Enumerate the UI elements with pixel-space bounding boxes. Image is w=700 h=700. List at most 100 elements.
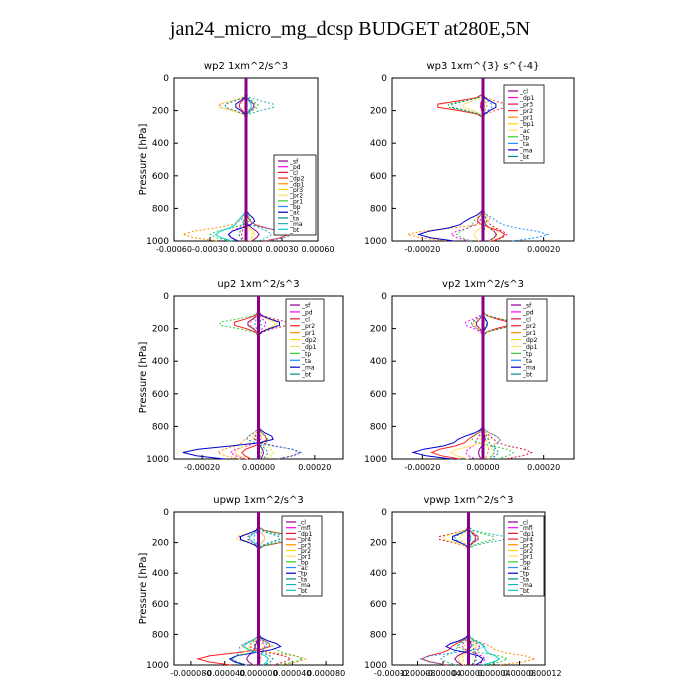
- legend-label: _cl: [519, 520, 528, 527]
- x-tick-label: 0.00020: [527, 245, 560, 254]
- x-tick-label: 0.000080: [307, 669, 345, 678]
- x-tick-label: 0.00020: [298, 463, 331, 472]
- y-tick-label: 600: [152, 172, 169, 182]
- legend-label: _dp2: [522, 337, 538, 344]
- y-tick-label: 600: [370, 172, 387, 182]
- legend-label: _pr1: [519, 554, 533, 561]
- legend-label: _bt: [301, 372, 312, 379]
- x-tick-label: 0.00008: [503, 669, 536, 678]
- legend-label: _mfl: [519, 525, 533, 532]
- legend-label: _ac: [289, 210, 300, 217]
- series-line-tp: [447, 78, 484, 242]
- legend-label: _pd: [301, 309, 313, 316]
- legend-label: _pr1: [519, 115, 533, 122]
- legend-label: _bp: [297, 559, 309, 566]
- x-tick-label: 0.00000: [452, 669, 485, 678]
- x-tick-label: -0.00020: [404, 245, 440, 254]
- legend-label: _pr1: [297, 554, 311, 561]
- legend: _sf_pd_cl_pr2_pr1_dp2_dp1_tp_ta_ma_bt: [285, 298, 325, 382]
- y-tick-label: 200: [370, 325, 387, 335]
- legend-label: _ac: [297, 565, 308, 572]
- y-axis-label: Pressure [hPa]: [138, 342, 149, 414]
- legend-label: _pr1: [289, 198, 303, 205]
- x-tick-label: -0.00008: [400, 669, 436, 678]
- legend-label: _bt: [289, 227, 300, 234]
- x-tick-label: -0.00030: [192, 245, 228, 254]
- legend-label: _bp: [289, 204, 301, 211]
- legend: _cl_mfl_dp1_pr4_pr3_pr2_pr1_bp_ac_tp_ta_…: [281, 515, 323, 597]
- legend-label: _cl: [522, 316, 531, 323]
- legend-label: _bp1: [519, 121, 535, 128]
- x-tick-label: 0.000040: [273, 669, 311, 678]
- y-tick-label: 0: [163, 292, 169, 302]
- panel-title: vpwp 1xm^2/s^3: [423, 495, 513, 506]
- series-line-pr1: [216, 296, 259, 460]
- legend-label: _ma: [519, 582, 533, 589]
- series-line-pr2: [218, 78, 256, 242]
- legend: _sf_pd_cl_dp2_dp1_pr3_pr2_pr1_bp_ac_ta_m…: [273, 154, 317, 236]
- x-tick-label: -0.000040: [204, 669, 245, 678]
- panel-title: vp2 1xm^2/s^3: [442, 279, 524, 290]
- legend-label: _pr1: [522, 330, 536, 337]
- series-line-tp: [228, 512, 282, 666]
- legend-label: _ma: [289, 221, 303, 228]
- legend-label: _pd: [522, 309, 534, 316]
- legend: _cl_mfl_dp1_pr4_pr3_pr2_pr1_bp_ac_tp_ta_…: [503, 515, 545, 597]
- figure-title: jan24_micro_mg_dcsp BUDGET at280E,5N: [169, 18, 531, 40]
- x-tick-label: 0.00000: [466, 245, 499, 254]
- series-line-pr2: [459, 512, 469, 666]
- x-tick-label: -0.000080: [170, 669, 211, 678]
- x-tick-label: 0.00000: [229, 245, 262, 254]
- y-tick-label: 200: [370, 539, 387, 549]
- legend-label: _bt: [522, 372, 533, 379]
- legend-label: _bt: [519, 154, 530, 161]
- legend-label: _dp1: [289, 181, 305, 188]
- chart-panel-4: vp2 1xm^2/s^3 0 200 400 600 800 1000 -0.00020 0.…: [364, 279, 575, 472]
- legend-label: _pr2: [289, 193, 303, 200]
- x-tick-label: 0.00030: [265, 245, 298, 254]
- y-tick-label: 200: [152, 107, 169, 117]
- legend-label: _dp1: [301, 344, 317, 351]
- series-line-pd: [464, 296, 484, 460]
- y-tick-label: 0: [163, 508, 169, 518]
- legend-label: _sf: [301, 303, 311, 310]
- y-tick-label: 800: [152, 204, 169, 214]
- y-tick-label: 200: [370, 107, 387, 117]
- legend-label: _cl: [297, 520, 306, 527]
- legend-label: _ma: [519, 147, 533, 154]
- y-tick-label: 1000: [364, 455, 387, 465]
- legend-label: _pr2: [297, 548, 311, 555]
- y-tick-label: 800: [370, 204, 387, 214]
- legend-label: _tp: [301, 351, 311, 358]
- x-tick-label: 0.000000: [239, 669, 277, 678]
- legend-label: _ac: [519, 565, 530, 572]
- y-tick-label: 200: [152, 325, 169, 335]
- x-tick-label: 0.00012: [528, 669, 561, 678]
- y-tick-label: 1000: [146, 237, 169, 247]
- legend-label: _ta: [297, 576, 307, 583]
- x-tick-label: -0.00060: [156, 245, 192, 254]
- legend-label: _tp: [519, 134, 529, 141]
- y-tick-label: 400: [370, 569, 387, 579]
- x-tick-label: -0.00004: [425, 669, 461, 678]
- legend-label: _ta: [522, 358, 532, 365]
- legend-label: _ta: [289, 215, 299, 222]
- x-tick-label: 0.00060: [301, 245, 334, 254]
- y-tick-label: 1000: [364, 661, 387, 671]
- legend-label: _pr4: [297, 537, 311, 544]
- series-line-ta: [224, 78, 247, 242]
- x-tick-label: -0.00020: [184, 463, 220, 472]
- y-tick-label: 1000: [146, 661, 169, 671]
- y-tick-label: 800: [370, 422, 387, 432]
- y-tick-label: 400: [152, 139, 169, 149]
- legend-label: _pr4: [519, 537, 533, 544]
- x-tick-label: -0.00020: [404, 463, 440, 472]
- legend-label: _tp: [522, 351, 532, 358]
- x-tick-label: 0.00020: [527, 463, 560, 472]
- y-tick-label: 800: [152, 422, 169, 432]
- chart-panel-5: upwp 1xm^2/s^3 0 200 400 600 800 1000-0.000080…: [138, 495, 345, 678]
- y-tick-label: 600: [370, 390, 387, 400]
- legend-label: _ma: [522, 365, 536, 372]
- y-tick-label: 400: [152, 357, 169, 367]
